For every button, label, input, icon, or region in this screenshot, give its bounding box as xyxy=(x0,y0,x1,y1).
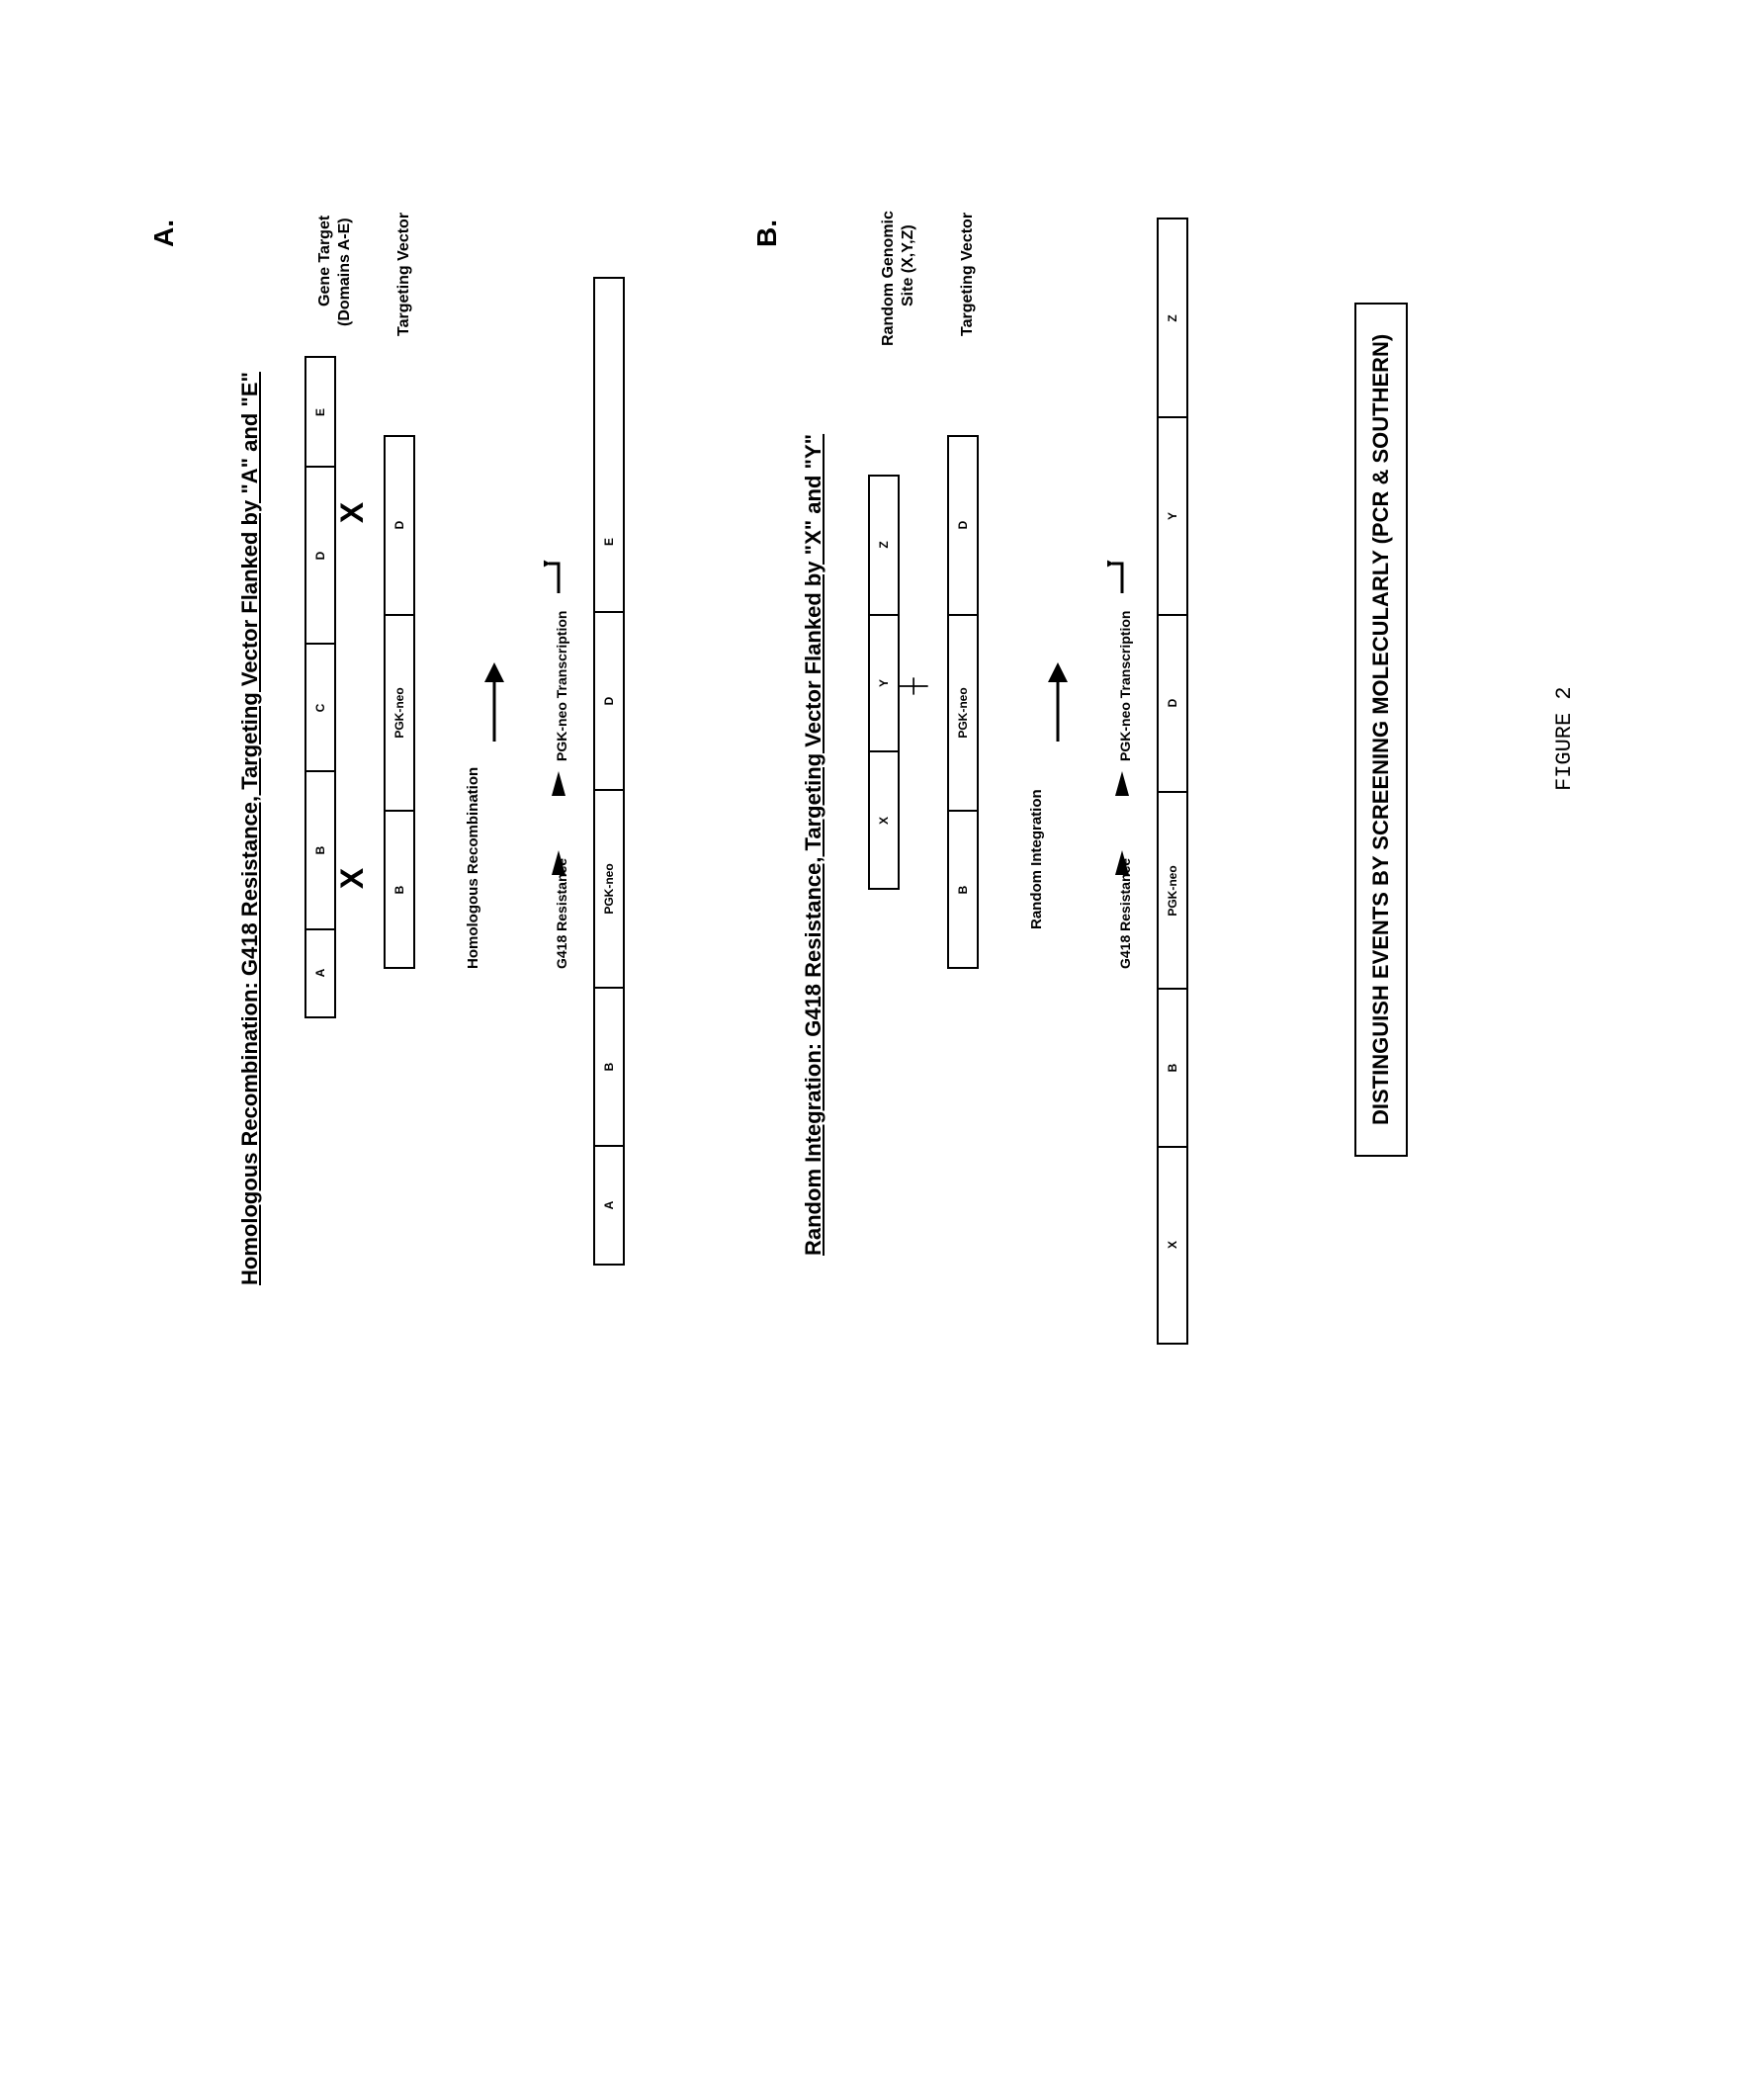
domain-b: B xyxy=(313,846,327,855)
bent-arrow-a xyxy=(544,554,573,593)
cross-right: X xyxy=(334,868,371,889)
resb-domain-y: Y xyxy=(1166,512,1179,520)
domain-z: Z xyxy=(877,542,891,549)
res-domain-pgk: PGK-neo xyxy=(602,863,616,914)
result-strip-b: X B PGK-neo D Y Z xyxy=(1157,218,1188,1345)
resb-domain-pgk: PGK-neo xyxy=(1166,865,1179,916)
figure-caption: FIGURE 2 xyxy=(1552,686,1577,791)
resb-domain-b: B xyxy=(1166,1064,1179,1073)
domain-x: X xyxy=(877,817,891,825)
gene-target-label-1: Gene Target xyxy=(316,216,334,306)
transcription-label-a: PGK-neo Transcription xyxy=(554,611,569,761)
targeting-vector-label-b: Targeting Vector xyxy=(959,213,977,336)
arrow-homologous xyxy=(475,662,514,742)
res-domain-b: B xyxy=(602,1063,616,1072)
panel-b-title: Random Integration: G418 Resistance, Tar… xyxy=(801,434,826,1256)
arrow-random xyxy=(1038,662,1078,742)
random-genomic-label-1: Random Genomic xyxy=(880,211,898,346)
arrow-transcription-a xyxy=(549,766,568,796)
targeting-vector-label-a: Targeting Vector xyxy=(395,213,413,336)
tv-domain-pgk: PGK-neo xyxy=(392,687,406,738)
resb-domain-d: D xyxy=(1166,699,1179,708)
domain-y: Y xyxy=(877,679,891,687)
bent-arrow-b xyxy=(1107,554,1137,593)
resb-domain-z: Z xyxy=(1166,314,1179,321)
res-domain-a: A xyxy=(602,1201,616,1210)
panel-b-label: B. xyxy=(751,219,783,247)
transcription-label-b: PGK-neo Transcription xyxy=(1117,611,1133,761)
res-domain-d: D xyxy=(602,697,616,706)
domain-a: A xyxy=(313,969,327,978)
targeting-vector-strip-b: B PGK-neo D xyxy=(947,435,979,969)
tv-domain-b: B xyxy=(392,885,406,894)
targeting-vector-strip-a: B PGK-neo D xyxy=(384,435,415,969)
result-strip-a: A B PGK-neo D E xyxy=(593,277,625,1266)
homologous-label: Homologous Recombination xyxy=(465,767,481,969)
panel-a-title: Homologous Recombination: G418 Resistanc… xyxy=(237,372,263,1285)
cross-left: X xyxy=(334,502,371,523)
random-genomic-label-2: Site (X,Y,Z) xyxy=(900,224,917,306)
distinguish-box: DISTINGUISH EVENTS BY SCREENING MOLECULA… xyxy=(1354,303,1408,1157)
tvb-domain-d: D xyxy=(956,521,970,530)
gene-target-strip: A B C D E xyxy=(304,356,336,1018)
domain-e: E xyxy=(313,408,327,416)
arrow-transcription-b xyxy=(1112,766,1132,796)
domain-c: C xyxy=(313,704,327,713)
resb-domain-x: X xyxy=(1166,1241,1179,1249)
tv-domain-d: D xyxy=(392,521,406,530)
random-integration-label: Random Integration xyxy=(1028,789,1045,929)
gene-target-label-2: (Domains A-E) xyxy=(336,218,354,326)
panel-a-label: A. xyxy=(148,219,180,247)
res-domain-e: E xyxy=(602,538,616,546)
tvb-domain-pgk: PGK-neo xyxy=(956,687,970,738)
tvb-domain-b: B xyxy=(956,885,970,894)
insertion-marker: ┼ xyxy=(901,677,928,694)
arrow-resistance-b xyxy=(1112,845,1132,875)
domain-d: D xyxy=(313,551,327,560)
genomic-strip: X Y Z xyxy=(868,475,900,890)
arrow-resistance-a xyxy=(549,845,568,875)
